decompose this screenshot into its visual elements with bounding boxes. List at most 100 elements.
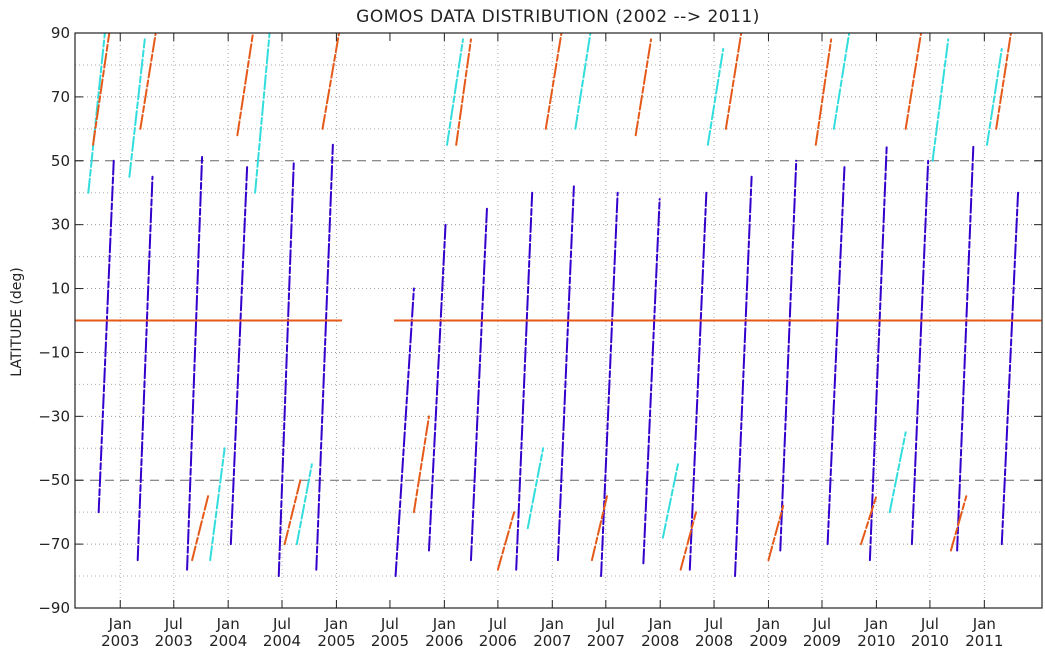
x-tick-month: Jan <box>540 615 564 633</box>
trace <box>283 479 302 546</box>
trace <box>634 38 653 137</box>
trace <box>515 191 534 571</box>
x-tick-year: 2006 <box>425 632 463 650</box>
x-tick-year: 2006 <box>479 632 517 650</box>
x-tick-month: Jan <box>432 615 456 633</box>
trace <box>87 33 106 194</box>
x-tick-year: 2003 <box>101 632 139 650</box>
trace <box>315 143 334 571</box>
x-tick-month: Jul <box>380 615 399 633</box>
trace <box>868 143 888 562</box>
trace <box>277 159 295 578</box>
y-tick-label: −10 <box>38 343 70 361</box>
axes <box>74 32 1043 609</box>
x-tick-month: Jan <box>756 615 780 633</box>
x-tick-year: 2010 <box>911 632 949 650</box>
trace <box>949 495 968 552</box>
trace <box>139 33 157 130</box>
x-tick-month: Jan <box>972 615 996 633</box>
y-tick-label: −30 <box>38 407 70 425</box>
series-1 <box>87 33 1003 562</box>
trace <box>574 33 592 130</box>
x-tick-month: Jul <box>704 615 723 633</box>
trace <box>679 511 698 571</box>
trace <box>496 511 516 571</box>
y-tick-label: 30 <box>51 216 70 234</box>
trace <box>556 185 575 562</box>
x-tick-year: 2007 <box>587 632 625 650</box>
trace <box>412 415 430 514</box>
trace <box>814 38 833 146</box>
trace <box>734 175 753 578</box>
trace <box>995 33 1012 130</box>
trace <box>888 431 907 514</box>
x-tick-year: 2011 <box>965 632 1003 650</box>
trace <box>590 495 608 562</box>
plot-frame <box>74 32 1043 609</box>
series-0 <box>97 143 1020 578</box>
trace <box>688 191 708 571</box>
x-tick-year: 2008 <box>695 632 733 650</box>
x-tick-year: 2004 <box>209 632 247 650</box>
x-tick-year: 2008 <box>641 632 679 650</box>
x-tick-year: 2004 <box>263 632 301 650</box>
x-tick-month: Jan <box>324 615 348 633</box>
trace <box>985 47 1003 146</box>
y-tick-label: −50 <box>38 471 70 489</box>
trace <box>931 38 950 162</box>
x-tick-year: 2009 <box>749 632 787 650</box>
trace <box>186 153 204 571</box>
trace <box>767 504 785 562</box>
trace <box>128 38 146 178</box>
trace <box>209 447 226 562</box>
x-tick-year: 2007 <box>533 632 571 650</box>
x-tick-month: Jul <box>164 615 183 633</box>
x-tick-month: Jul <box>812 615 831 633</box>
y-tick-label: 50 <box>51 152 70 170</box>
trace <box>779 159 798 552</box>
trace <box>910 159 930 546</box>
x-tick-month: Jan <box>216 615 240 633</box>
x-tick-year: 2005 <box>371 632 409 650</box>
trace <box>826 166 846 546</box>
x-tick-month: Jul <box>596 615 615 633</box>
trace <box>229 166 249 546</box>
x-ticks: Jan2003Jul2003Jan2004Jul2004Jan2005Jul20… <box>101 33 1003 650</box>
x-tick-month: Jan <box>864 615 888 633</box>
x-tick-month: Jul <box>488 615 507 633</box>
x-tick-year: 2009 <box>803 632 841 650</box>
trace <box>661 463 679 539</box>
trace <box>526 447 545 530</box>
trace <box>642 198 661 565</box>
trace <box>1000 191 1020 546</box>
series-2 <box>75 33 1042 571</box>
trace <box>832 33 851 130</box>
y-tick-label: −90 <box>38 599 70 617</box>
trace <box>455 38 472 146</box>
trace <box>394 287 415 578</box>
trace <box>544 33 563 130</box>
y-tick-label: 70 <box>51 88 70 106</box>
x-tick-year: 2003 <box>155 632 193 650</box>
x-tick-month: Jan <box>648 615 672 633</box>
y-tick-label: 10 <box>51 280 70 298</box>
trace <box>97 159 115 514</box>
chart-title: GOMOS DATA DISTRIBUTION (2002 --> 2011) <box>356 7 760 27</box>
trace <box>236 33 255 137</box>
trace <box>706 47 725 146</box>
plot-area <box>75 33 1042 607</box>
x-tick-month: Jan <box>108 615 132 633</box>
trace <box>469 207 488 562</box>
x-tick-year: 2010 <box>857 632 895 650</box>
grid <box>75 33 1042 608</box>
trace <box>860 495 878 546</box>
trace <box>136 175 154 562</box>
data-gap <box>342 34 395 607</box>
y-axis-label: LATITUDE (deg) <box>9 267 25 376</box>
y-ticks: −90 −70 −50 −30 −10 10 30 50 70 90 <box>38 24 1042 617</box>
trace <box>321 33 341 130</box>
trace <box>427 223 447 552</box>
trace <box>724 33 743 130</box>
x-tick-year: 2005 <box>317 632 355 650</box>
trace <box>446 38 464 146</box>
